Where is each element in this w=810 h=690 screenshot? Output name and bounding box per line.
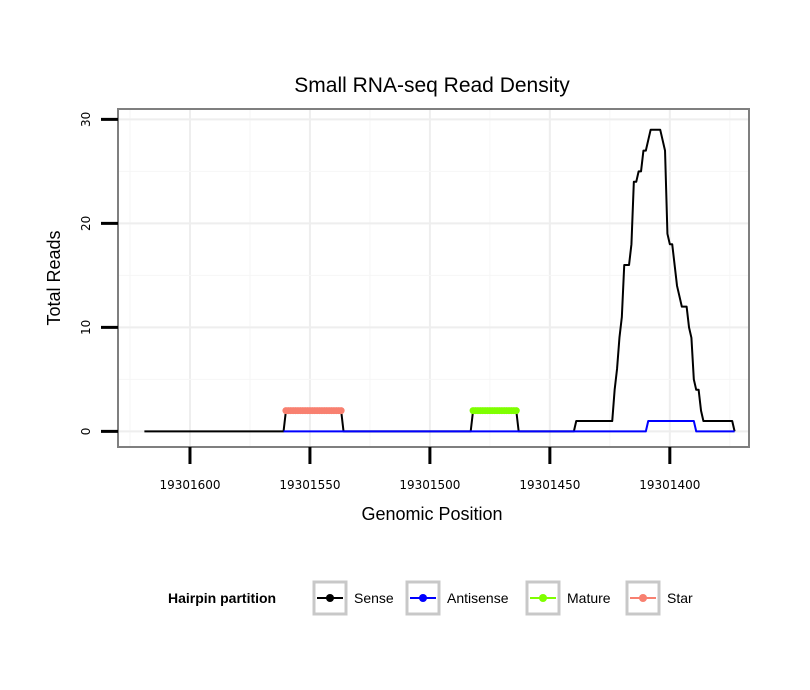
- legend-label: Antisense: [447, 590, 509, 606]
- plot-area: 19301600 19301550 19301500 19301450 19301400…: [79, 108, 750, 492]
- legend-key-point: [639, 594, 647, 602]
- y-tick-label: 0: [79, 428, 93, 436]
- plot-panel: [118, 109, 749, 447]
- legend-item-star: Star: [625, 580, 693, 616]
- x-tick-label: 19301500: [399, 478, 460, 492]
- legend-item-antisense: Antisense: [405, 580, 509, 616]
- data-point-mature: [512, 407, 520, 415]
- data-point-star: [337, 407, 345, 415]
- legend-key-point: [539, 594, 547, 602]
- x-tick-label: 19301450: [519, 478, 580, 492]
- y-axis-title: Total Reads: [44, 230, 64, 325]
- plot-border: [117, 108, 750, 448]
- series-line-sense: [144, 128, 736, 433]
- legend-title: Hairpin partition: [168, 590, 276, 606]
- legend-item-sense: Sense: [312, 580, 394, 616]
- series-points-star: [282, 407, 345, 415]
- legend-label: Sense: [354, 590, 394, 606]
- legend-label: Mature: [567, 590, 611, 606]
- x-axis-title: Genomic Position: [361, 504, 502, 524]
- y-tick-label: 20: [79, 216, 93, 231]
- series-points-mature: [469, 407, 520, 415]
- y-tick-label: 30: [79, 112, 93, 127]
- legend-key-point: [419, 594, 427, 602]
- x-tick-label: 19301600: [159, 478, 220, 492]
- x-tick-label: 19301550: [279, 478, 340, 492]
- x-tick-label: 19301400: [639, 478, 700, 492]
- legend-key-point: [326, 594, 334, 602]
- chart-title: Small RNA-seq Read Density: [294, 74, 570, 97]
- legend-item-mature: Mature: [525, 580, 611, 616]
- legend-label: Star: [667, 590, 693, 606]
- legend: Hairpin partition Sense Antisense Mature Sta…: [168, 580, 693, 616]
- y-tick-label: 10: [79, 320, 93, 335]
- series-line-antisense: [283, 420, 735, 433]
